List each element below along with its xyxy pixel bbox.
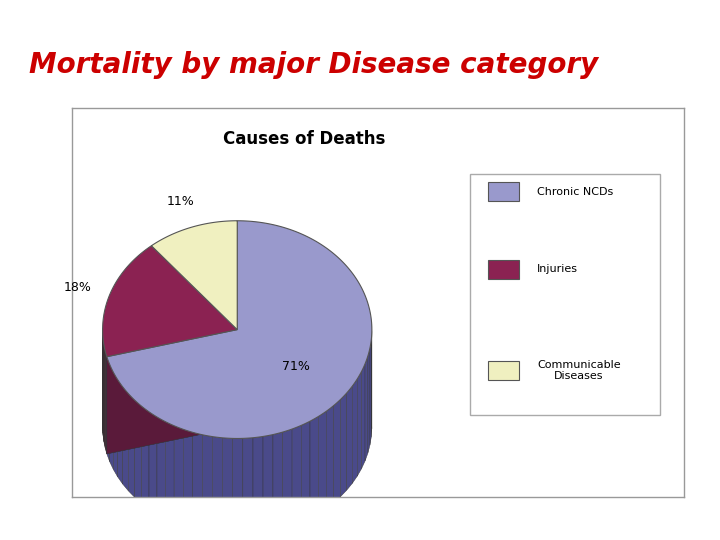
Polygon shape	[107, 221, 372, 438]
Text: Injuries: Injuries	[537, 265, 578, 274]
Polygon shape	[107, 329, 238, 454]
Polygon shape	[149, 412, 157, 514]
Polygon shape	[222, 438, 233, 536]
Polygon shape	[365, 356, 368, 461]
Polygon shape	[122, 387, 128, 491]
FancyBboxPatch shape	[488, 361, 518, 380]
Polygon shape	[301, 421, 310, 523]
Polygon shape	[109, 364, 113, 469]
Polygon shape	[212, 437, 222, 535]
Text: Communicable
Diseases: Communicable Diseases	[537, 360, 621, 381]
Polygon shape	[346, 386, 352, 490]
Polygon shape	[361, 364, 365, 469]
FancyBboxPatch shape	[488, 182, 518, 201]
Polygon shape	[370, 340, 372, 445]
Polygon shape	[128, 394, 135, 497]
Polygon shape	[318, 411, 326, 514]
Polygon shape	[202, 435, 212, 534]
Polygon shape	[341, 393, 346, 497]
Text: Mortality by major Disease category: Mortality by major Disease category	[29, 51, 598, 79]
Polygon shape	[326, 406, 333, 509]
Polygon shape	[273, 432, 283, 532]
Polygon shape	[142, 406, 149, 509]
Polygon shape	[333, 400, 341, 503]
Text: Chronic NCDs: Chronic NCDs	[537, 187, 613, 197]
Polygon shape	[157, 417, 166, 519]
Polygon shape	[174, 426, 184, 526]
Text: Causes of Deaths: Causes of Deaths	[223, 130, 386, 148]
Polygon shape	[166, 422, 174, 523]
Text: 18%: 18%	[63, 281, 91, 294]
Polygon shape	[135, 400, 142, 503]
FancyBboxPatch shape	[488, 260, 518, 279]
Polygon shape	[368, 348, 370, 453]
Polygon shape	[103, 246, 238, 357]
Text: 11%: 11%	[166, 195, 194, 208]
Polygon shape	[283, 429, 292, 529]
Polygon shape	[113, 372, 117, 477]
Polygon shape	[243, 438, 253, 536]
Polygon shape	[107, 357, 109, 462]
Text: 71%: 71%	[282, 360, 310, 373]
FancyBboxPatch shape	[470, 174, 660, 415]
Polygon shape	[184, 429, 193, 530]
Polygon shape	[193, 433, 202, 532]
Polygon shape	[151, 221, 238, 329]
Polygon shape	[233, 438, 243, 536]
Polygon shape	[107, 329, 238, 454]
Polygon shape	[292, 426, 301, 526]
Polygon shape	[310, 416, 318, 518]
Polygon shape	[253, 436, 263, 535]
Polygon shape	[357, 372, 361, 476]
Polygon shape	[352, 379, 357, 483]
Polygon shape	[263, 435, 273, 534]
Polygon shape	[117, 380, 122, 484]
